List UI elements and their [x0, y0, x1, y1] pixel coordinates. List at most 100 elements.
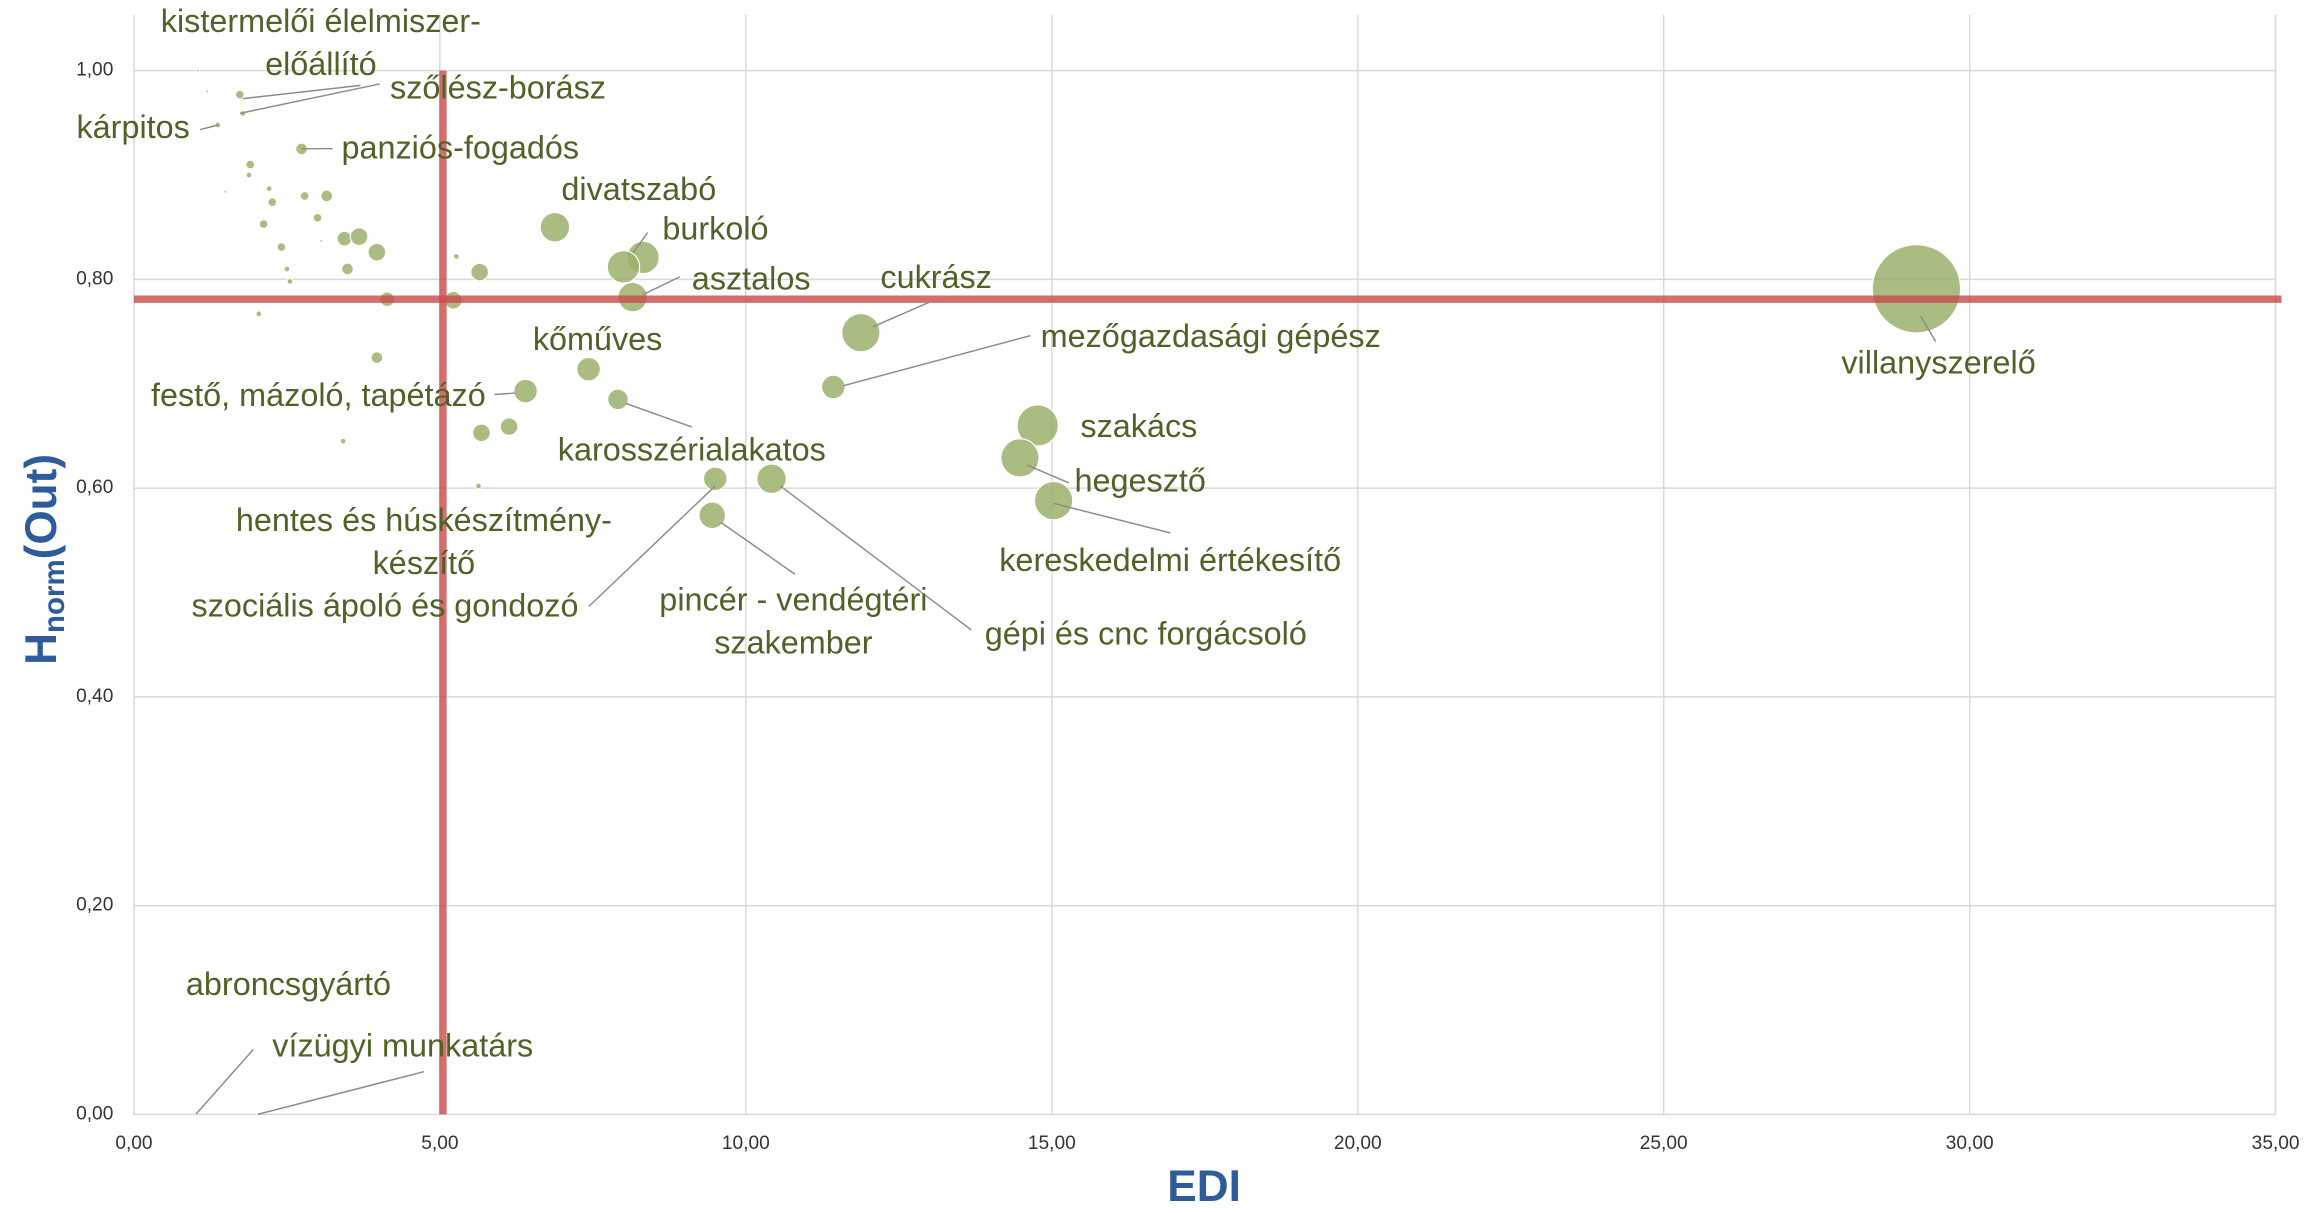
bubble-label: asztalos [692, 261, 811, 297]
leader-line [257, 1070, 425, 1116]
leader-line [1027, 464, 1069, 484]
x-tick-label: 25,00 [1640, 1133, 1688, 1154]
bubble [452, 252, 460, 260]
bubble-label: kőműves [533, 321, 663, 357]
x-tick-label: 20,00 [1334, 1133, 1382, 1154]
bubble [698, 501, 727, 530]
bubble-label: hegesztő [1075, 462, 1206, 498]
leader-line [242, 84, 361, 100]
x-axis-title: EDI [1167, 1162, 1241, 1211]
leader-line [1053, 502, 1171, 534]
bubble [258, 219, 269, 230]
bubble-label: szociális ápoló és gondozó [192, 588, 579, 624]
bubble [576, 356, 601, 382]
bubble-label: készítő [373, 545, 476, 581]
leader-line [494, 392, 516, 396]
bubble [319, 238, 324, 243]
bubble [286, 277, 294, 286]
bubble [245, 159, 256, 170]
bubble [245, 171, 253, 179]
bubble [499, 417, 519, 436]
bubble [234, 89, 245, 100]
leader-line [200, 124, 219, 131]
bubble-label: kereskedelmi értékesítő [999, 542, 1341, 578]
bubble [341, 262, 354, 276]
bubble [1000, 438, 1040, 478]
bubble-label: szakács [1080, 408, 1197, 444]
bubble-label: szakember [714, 624, 873, 660]
bubble [474, 482, 482, 490]
bubble-label: kárpitos [77, 109, 190, 145]
bubble-label: abroncsgyártó [186, 966, 391, 1002]
y-title-rest: (Out) [17, 454, 66, 559]
bubble [339, 437, 347, 445]
bubble-label: cukrász [880, 259, 992, 295]
bubble [299, 190, 310, 201]
bubble [1016, 404, 1059, 447]
bubble [276, 242, 287, 253]
bubble [841, 312, 881, 353]
plot-area [133, 68, 2282, 1116]
bubble-label: pincér - vendégtéri [659, 582, 927, 618]
bubble [756, 463, 787, 495]
x-tick-label: 5,00 [421, 1133, 458, 1154]
bubble [283, 265, 291, 273]
leader-line [779, 485, 972, 631]
bubble [320, 189, 334, 203]
bubble-label: vízügyi munkatárs [272, 1028, 533, 1064]
bubble [336, 230, 353, 247]
bubble [205, 89, 210, 94]
y-axis-title: Hnorm(Out) [17, 454, 71, 665]
y-tick-label: 1,00 [76, 60, 113, 81]
leader-line [195, 1049, 254, 1115]
annotations: villanyszerelő cukrász mezőgazdasági gépés… [77, 3, 2036, 1116]
bubble-label: panziós-fogadós [341, 130, 579, 166]
bubble-label: gépi és cnc forgácsoló [985, 615, 1307, 651]
bubble [1033, 480, 1074, 521]
x-tick-label: 30,00 [1946, 1133, 1994, 1154]
leader-line [632, 232, 649, 254]
x-tick-label: 35,00 [2252, 1133, 2300, 1154]
y-tick-label: 0,00 [76, 1103, 113, 1124]
bubble [820, 374, 846, 400]
bubble [370, 351, 384, 365]
leader-line [843, 334, 1031, 387]
bubble-label: előállító [265, 46, 377, 82]
bubble [1871, 244, 1962, 334]
bubble-label: szőlész-borász [390, 69, 606, 105]
x-tick-label: 15,00 [1028, 1133, 1076, 1154]
bubble-label: divatszabó [561, 171, 716, 207]
leader-line [239, 83, 380, 115]
y-title-sub: norm [38, 559, 71, 633]
bubble [470, 262, 490, 282]
x-tick-label: 0,00 [115, 1133, 152, 1154]
y-tick-label: 0,40 [76, 686, 113, 707]
leader-line [720, 521, 796, 575]
bubble [606, 250, 641, 284]
leader-line [642, 276, 681, 296]
bubble [607, 388, 629, 411]
leader-line [588, 485, 716, 608]
bubble-label: festő, mázoló, tapétázó [151, 377, 486, 413]
y-tick-label: 0,60 [76, 477, 113, 498]
bubble [367, 242, 387, 262]
bubble [702, 466, 728, 492]
bubble-label: burkoló [662, 211, 768, 247]
bubble-label: mezőgazdasági gépész [1041, 318, 1381, 354]
bubble-label: kistermelői élelmiszer- [161, 3, 481, 39]
bubble [539, 211, 571, 243]
bubble [513, 378, 538, 404]
bubble [267, 197, 278, 208]
x-tick-label: 10,00 [722, 1133, 770, 1154]
leader-line [625, 402, 693, 428]
bubble [349, 227, 369, 247]
y-tick-label: 0,20 [76, 895, 113, 916]
y-title-main: H [17, 633, 66, 665]
bubble-label: villanyszerelő [1841, 345, 2035, 381]
bubble [472, 423, 491, 443]
bubble [196, 68, 201, 73]
y-tick-label: 0,80 [76, 268, 113, 289]
leader-line [872, 301, 931, 328]
bubble [265, 185, 273, 193]
